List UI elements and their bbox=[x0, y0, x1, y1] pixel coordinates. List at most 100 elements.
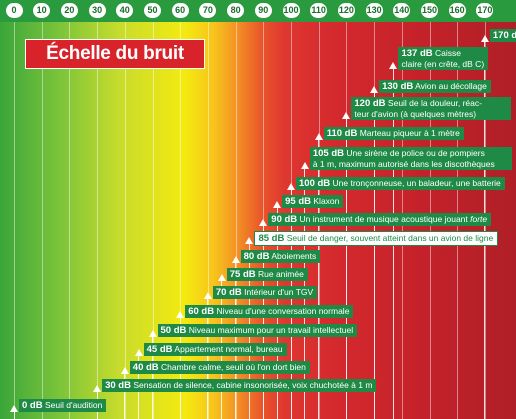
noise-level-label: 60 dB Niveau d'une conversation normale bbox=[185, 305, 354, 318]
title-box: Échelle du bruit bbox=[25, 39, 205, 69]
level-marker-icon bbox=[176, 311, 185, 318]
level-marker-icon bbox=[342, 112, 351, 119]
tick-label: 160 bbox=[448, 3, 466, 18]
level-marker-icon bbox=[287, 183, 295, 190]
db-value: 80 dB bbox=[243, 251, 270, 262]
tick-label: 150 bbox=[421, 3, 438, 18]
level-description: teur d'avion (à quelques mètres) bbox=[354, 109, 477, 119]
level-stem bbox=[290, 190, 292, 419]
gridline bbox=[97, 22, 99, 419]
danger-threshold-label: 85 dB Seuil de danger, souvent atteint d… bbox=[254, 231, 499, 246]
db-value: 90 dB bbox=[271, 214, 298, 225]
tick-label: 0 bbox=[5, 3, 23, 18]
level-stem bbox=[235, 263, 237, 419]
level-marker-icon bbox=[217, 274, 226, 281]
gridline bbox=[124, 22, 126, 419]
noise-level-label: 0 dB Seuil d'audition bbox=[19, 399, 107, 412]
level-description: Une tronçonneuse, un baladeur, une batte… bbox=[332, 178, 501, 188]
db-value: 130 dB bbox=[382, 81, 414, 92]
noise-level-label: 95 dB Klaxon bbox=[282, 195, 344, 208]
gridline bbox=[69, 22, 71, 419]
level-description: Avion au décollage bbox=[415, 81, 487, 91]
tick-label: 70 bbox=[199, 3, 217, 18]
level-marker-icon bbox=[203, 292, 212, 299]
noise-level-label: 50 dB Niveau maximum pour un travail int… bbox=[157, 324, 358, 337]
db-value: 100 dB bbox=[299, 178, 331, 189]
level-stem bbox=[124, 374, 126, 419]
level-description: claire (en crête, dB C) bbox=[401, 59, 485, 69]
level-marker-icon bbox=[245, 237, 254, 244]
level-stem bbox=[262, 226, 264, 419]
level-description: Chambre calme, seuil où l'on dort bien bbox=[161, 362, 306, 372]
noise-level-label: 120 dB Seuil de la douleur, réac-teur d'… bbox=[351, 97, 512, 120]
noise-level-label: 137 dB Caisse claire (en crête, dB C) bbox=[398, 47, 489, 70]
noise-level-label: 90 dB Un instrument de musique acoustiqu… bbox=[268, 213, 492, 226]
db-value: 137 dB bbox=[401, 48, 433, 59]
noise-level-label: 30 dB Sensation de silence, cabine inson… bbox=[102, 379, 377, 392]
tick-label: 90 bbox=[254, 3, 272, 18]
level-description: Intérieur d'un TGV bbox=[244, 287, 314, 297]
level-marker-icon bbox=[231, 256, 240, 263]
db-value: 110 dB bbox=[326, 128, 358, 139]
noise-level-label: 80 dB Aboiements bbox=[240, 250, 321, 263]
tick-label: 10 bbox=[33, 3, 51, 18]
level-description: Seuil de danger, souvent atteint dans un… bbox=[286, 233, 494, 243]
level-marker-icon bbox=[148, 330, 157, 337]
level-description: à 1 m, maximum autorisé dans les discoth… bbox=[312, 159, 495, 169]
db-ruler: 0 10 20 30 40 50 60 70 80 90 100 110 120 130 140 150 160… bbox=[0, 0, 516, 22]
gridline bbox=[14, 22, 15, 419]
tick-label: 20 bbox=[60, 3, 78, 18]
db-value: 50 dB bbox=[160, 325, 187, 336]
noise-level-label: 130 dB Avion au décollage bbox=[379, 80, 491, 93]
tick-label: 40 bbox=[116, 3, 134, 18]
level-marker-icon bbox=[389, 62, 398, 69]
tick-label: 60 bbox=[171, 3, 189, 18]
gridline bbox=[180, 22, 182, 419]
level-marker-icon bbox=[314, 133, 323, 140]
level-marker-icon bbox=[480, 35, 489, 42]
tick-label: 130 bbox=[365, 3, 383, 18]
tick-label: 50 bbox=[144, 3, 161, 18]
level-description: Un instrument de musique acoustique joua… bbox=[299, 214, 468, 224]
level-marker-icon bbox=[120, 367, 129, 374]
level-marker-icon bbox=[259, 219, 268, 226]
db-value: 120 dB bbox=[354, 98, 386, 109]
level-stem bbox=[345, 119, 347, 419]
level-description: Caisse bbox=[435, 48, 461, 58]
db-value: 0 dB bbox=[22, 400, 43, 411]
level-description-italic: forte bbox=[470, 214, 488, 224]
level-stem bbox=[13, 412, 15, 419]
level-stem bbox=[207, 299, 209, 419]
level-stem bbox=[484, 42, 486, 419]
noise-level-label: 170 dB Fusil d'assaut (en crête, dB C) bbox=[489, 29, 516, 42]
level-stem bbox=[152, 337, 153, 419]
tick-label: 110 bbox=[310, 3, 328, 18]
db-value: 170 dB bbox=[492, 30, 516, 41]
tick-label: 120 bbox=[337, 3, 355, 18]
level-description: Niveau d'une conversation normale bbox=[216, 306, 350, 316]
tick-label: 80 bbox=[227, 3, 245, 18]
level-description: Marteau piqueur à 1 mètre bbox=[359, 128, 460, 138]
level-description: Klaxon bbox=[313, 196, 340, 206]
level-marker-icon bbox=[273, 201, 282, 208]
gridline bbox=[235, 22, 237, 419]
db-value: 60 dB bbox=[188, 306, 215, 317]
level-marker-icon bbox=[93, 385, 102, 392]
db-value: 40 dB bbox=[132, 362, 159, 373]
noise-level-label: 75 dB Rue animée bbox=[226, 268, 308, 281]
gridline bbox=[207, 22, 209, 419]
level-marker-icon bbox=[10, 405, 18, 412]
db-value: 70 dB bbox=[215, 287, 242, 298]
level-description: Niveau maximum pour un travail intellect… bbox=[188, 325, 354, 335]
tick-label: 30 bbox=[88, 3, 106, 18]
db-value: 75 dB bbox=[229, 269, 256, 280]
level-description: Une sirène de police ou de pompiers bbox=[346, 148, 485, 158]
gridline bbox=[152, 22, 154, 419]
db-value: 30 dB bbox=[105, 380, 131, 391]
level-marker-icon bbox=[370, 86, 379, 93]
level-marker-icon bbox=[134, 349, 143, 356]
level-description: Sensation de silence, cabine insonorisée… bbox=[133, 380, 373, 390]
noise-level-label: 70 dB Intérieur d'un TGV bbox=[212, 286, 318, 299]
level-description: Seuil d'audition bbox=[44, 400, 103, 410]
